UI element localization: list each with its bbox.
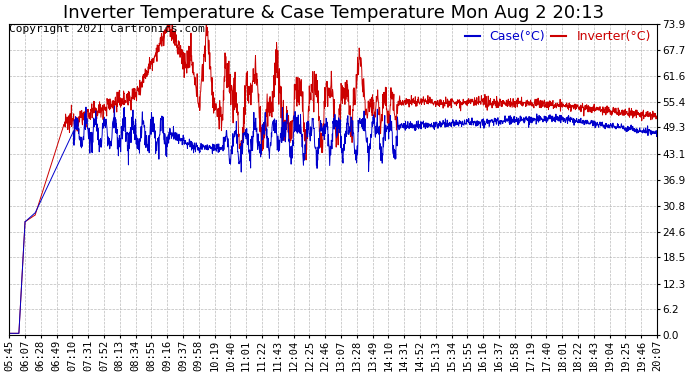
Title: Inverter Temperature & Case Temperature Mon Aug 2 20:13: Inverter Temperature & Case Temperature … [63,4,604,22]
Legend: Case(°C), Inverter(°C): Case(°C), Inverter(°C) [464,30,651,43]
Text: Copyright 2021 Cartronics.com: Copyright 2021 Cartronics.com [9,24,205,34]
